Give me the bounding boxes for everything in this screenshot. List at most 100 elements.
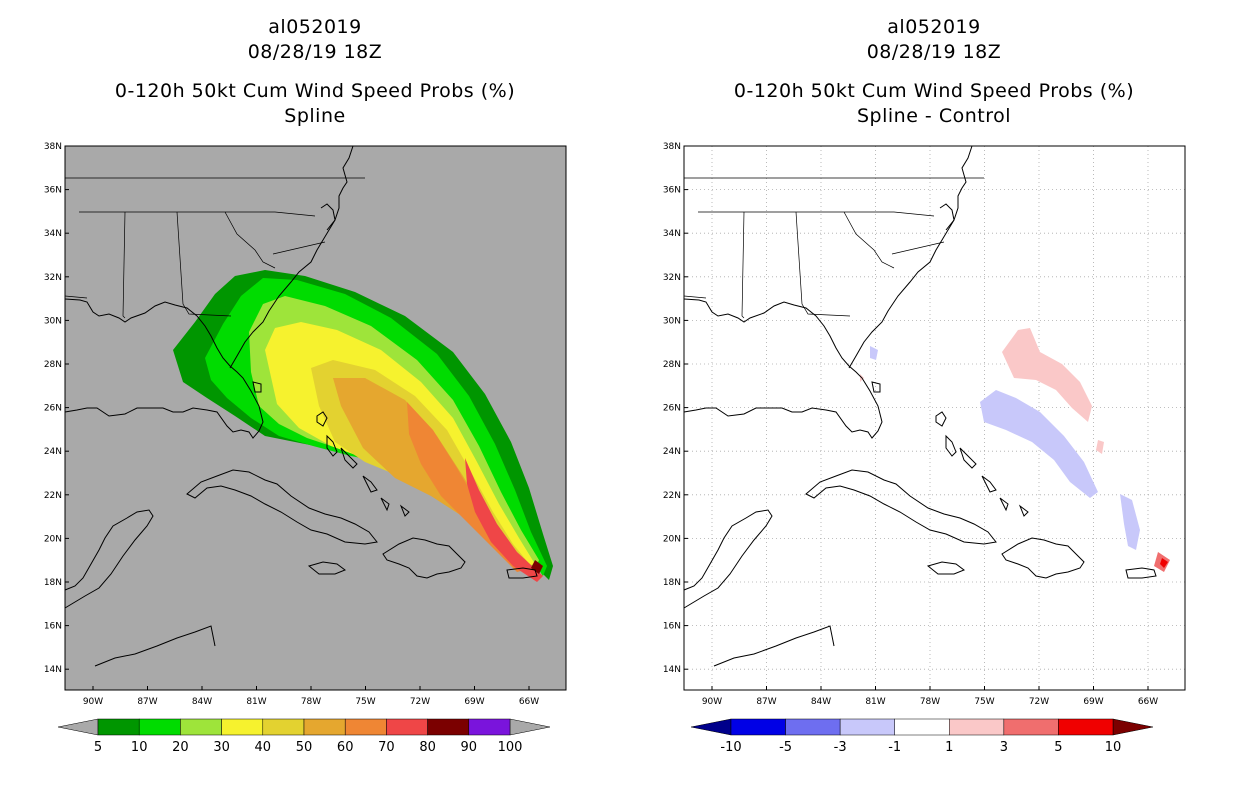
- lat-tick-label: 20N: [44, 534, 62, 544]
- colorbar-label: 30: [213, 740, 230, 755]
- lat-tick-label: 28N: [663, 360, 681, 370]
- right-title-time: 08/28/19 18Z: [866, 41, 1002, 63]
- colorbar-label: 40: [255, 740, 272, 755]
- lat-tick-label: 22N: [663, 491, 681, 501]
- lon-tick-label: 84W: [811, 697, 831, 707]
- left-axis-ticks: 90W 87W 84W 81W 78W 75W 72W 69W 66W 38N 36N 34N 32N 3…: [44, 142, 539, 707]
- colorbar-swatch: [730, 718, 786, 736]
- lat-tick-label: 18N: [44, 578, 62, 588]
- colorbar-label: 100: [498, 740, 523, 755]
- lat-tick-label: 24N: [663, 447, 681, 457]
- left-map-panel: 90W 87W 84W 81W 78W 75W 72W 69W 66W 38N 36N 34N 32N 3…: [44, 142, 567, 707]
- colorbar-label: -3: [834, 740, 847, 755]
- lon-tick-label: 72W: [1029, 697, 1049, 707]
- colorbar-label: 10: [131, 740, 148, 755]
- diff-negative-band: [980, 390, 1098, 498]
- lon-tick-label: 90W: [702, 697, 722, 707]
- lat-tick-label: 22N: [44, 491, 62, 501]
- lat-tick-label: 14N: [44, 665, 62, 675]
- colorbar-swatch: [1003, 718, 1059, 736]
- lat-tick-label: 30N: [44, 316, 62, 326]
- colorbar-swatch: [427, 718, 470, 736]
- right-title-product: 0-120h 50kt Cum Wind Speed Probs (%): [733, 80, 1135, 102]
- colorbar-under-arrow: [57, 718, 99, 736]
- colorbar-under-arrow: [690, 718, 732, 736]
- lat-tick-label: 36N: [44, 186, 62, 196]
- left-title-method: Spline: [284, 105, 346, 127]
- right-map-background: [684, 146, 1185, 690]
- diff-negative-fl: [870, 346, 878, 360]
- lon-tick-label: 78W: [920, 697, 940, 707]
- colorbar-swatch: [468, 718, 511, 736]
- lat-tick-label: 24N: [44, 447, 62, 457]
- colorbar-label: 50: [296, 740, 313, 755]
- lon-tick-label: 66W: [1138, 697, 1158, 707]
- left-title-time: 08/28/19 18Z: [247, 41, 383, 63]
- lat-tick-label: 26N: [44, 404, 62, 414]
- diff-positive-north: [1002, 328, 1092, 422]
- right-title-storm: al052019: [887, 16, 981, 38]
- lat-tick-label: 34N: [44, 229, 62, 239]
- lat-tick-label: 30N: [663, 316, 681, 326]
- lat-tick-label: 20N: [663, 534, 681, 544]
- diff-positive-max: [1160, 558, 1168, 568]
- left-map-frame: [64, 145, 567, 691]
- colorbar-over-arrow: [509, 718, 551, 736]
- lon-tick-label: 84W: [192, 697, 212, 707]
- lon-tick-label: 66W: [519, 697, 539, 707]
- prob-swath-60: [407, 402, 525, 572]
- lon-tick-label: 69W: [464, 697, 484, 707]
- lat-tick-label: 16N: [44, 622, 62, 632]
- colorbar-swatch: [138, 718, 181, 736]
- colorbar-swatch: [894, 718, 950, 736]
- lon-tick-label: 75W: [355, 697, 375, 707]
- lat-tick-label: 28N: [44, 360, 62, 370]
- left-colorbar: 5 10 20 30 40 50 60 70 80 90 100: [57, 718, 551, 755]
- colorbar-swatch: [949, 718, 1005, 736]
- lon-tick-label: 72W: [410, 697, 430, 707]
- colorbar-label: -1: [888, 740, 901, 755]
- left-title-product: 0-120h 50kt Cum Wind Speed Probs (%): [114, 80, 516, 102]
- colorbar-swatch: [386, 718, 428, 736]
- lat-tick-label: 32N: [44, 273, 62, 283]
- lon-tick-label: 75W: [974, 697, 994, 707]
- colorbar-label: 90: [461, 740, 478, 755]
- lat-tick-label: 26N: [663, 404, 681, 414]
- colorbar-label: 5: [1054, 740, 1062, 755]
- colorbar-over-arrow: [1112, 718, 1154, 736]
- right-map-frame: [683, 145, 1186, 691]
- lat-tick-label: 38N: [44, 142, 62, 152]
- right-axis-ticks: 90W 87W 84W 81W 78W 75W 72W 69W 66W 38N 36N 34N 32N 3…: [663, 142, 1158, 707]
- colorbar-swatch: [1058, 718, 1114, 736]
- right-colorbar: -10 -5 -3 -1 1 3 5 10: [690, 718, 1154, 755]
- diff-negative-south: [1120, 494, 1140, 550]
- lat-tick-label: 18N: [663, 578, 681, 588]
- colorbar-swatch: [344, 718, 387, 736]
- colorbar-swatch: [785, 718, 841, 736]
- colorbar-label: 60: [337, 740, 354, 755]
- right-map-panel: 90W 87W 84W 81W 78W 75W 72W 69W 66W 38N 36N 34N 32N 3…: [663, 142, 1186, 707]
- colorbar-label: 5: [94, 740, 102, 755]
- right-title-method: Spline - Control: [856, 105, 1012, 127]
- lat-tick-label: 36N: [663, 186, 681, 196]
- colorbar-label: -10: [720, 740, 741, 755]
- colorbar-swatch: [221, 718, 264, 736]
- colorbar-label: 70: [378, 740, 395, 755]
- colorbar-label: -5: [779, 740, 792, 755]
- lat-tick-label: 14N: [663, 665, 681, 675]
- colorbar-swatch: [839, 718, 895, 736]
- colorbar-label: 10: [1105, 740, 1122, 755]
- lon-tick-label: 87W: [137, 697, 157, 707]
- colorbar-swatch: [180, 718, 222, 736]
- colorbar-label: 80: [419, 740, 436, 755]
- colorbar-label: 1: [945, 740, 953, 755]
- colorbar-swatch: [97, 718, 140, 736]
- left-title-storm: al052019: [268, 16, 362, 38]
- lon-tick-label: 78W: [301, 697, 321, 707]
- lon-tick-label: 87W: [756, 697, 776, 707]
- colorbar-label: 20: [172, 740, 189, 755]
- colorbar-swatch: [262, 718, 305, 736]
- lon-tick-label: 81W: [865, 697, 885, 707]
- lat-tick-label: 34N: [663, 229, 681, 239]
